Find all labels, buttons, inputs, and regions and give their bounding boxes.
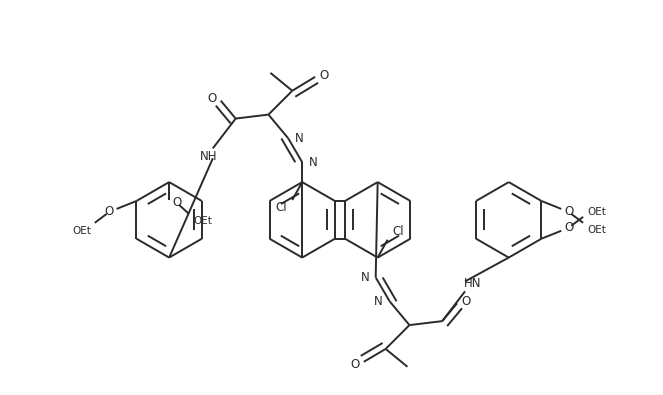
Text: O: O [565, 221, 574, 234]
Text: OEt: OEt [194, 216, 212, 226]
Text: N: N [375, 295, 383, 308]
Text: N: N [309, 156, 318, 169]
Text: O: O [461, 295, 471, 308]
Text: OEt: OEt [587, 225, 607, 235]
Text: NH: NH [200, 150, 217, 163]
Text: O: O [350, 358, 359, 371]
Text: O: O [172, 196, 182, 209]
Text: O: O [208, 92, 217, 105]
Text: N: N [361, 271, 369, 284]
Text: Cl: Cl [276, 201, 287, 214]
Text: O: O [104, 205, 113, 218]
Text: O: O [320, 70, 329, 83]
Text: O: O [565, 205, 574, 218]
Text: N: N [295, 132, 304, 145]
Text: HN: HN [464, 277, 482, 290]
Text: OEt: OEt [587, 207, 607, 217]
Text: Cl: Cl [392, 225, 404, 238]
Text: OEt: OEt [72, 226, 91, 236]
